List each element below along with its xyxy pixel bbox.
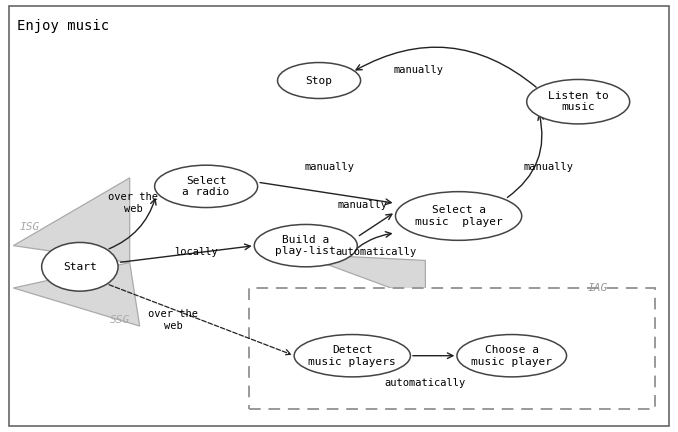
Text: manually: manually	[337, 200, 387, 210]
Text: Start: Start	[63, 262, 97, 272]
Text: Listen to
music: Listen to music	[548, 91, 609, 112]
Polygon shape	[14, 263, 140, 326]
Polygon shape	[14, 178, 129, 263]
Text: Stop: Stop	[306, 76, 333, 86]
Text: Detect
music players: Detect music players	[308, 345, 396, 366]
Text: IAG: IAG	[588, 283, 608, 293]
Text: automatically: automatically	[335, 247, 416, 257]
Text: manually: manually	[523, 162, 574, 172]
Ellipse shape	[294, 334, 410, 377]
Text: Enjoy music: Enjoy music	[17, 19, 109, 33]
Text: locally: locally	[174, 247, 218, 257]
Text: SSG: SSG	[110, 315, 130, 325]
Bar	[250, 288, 655, 409]
Polygon shape	[299, 254, 425, 301]
Text: automatically: automatically	[384, 378, 466, 388]
Ellipse shape	[277, 63, 361, 98]
Ellipse shape	[395, 192, 522, 240]
Text: over the
web: over the web	[148, 309, 198, 330]
Ellipse shape	[41, 242, 118, 291]
Ellipse shape	[254, 225, 357, 267]
Text: Select
a radio: Select a radio	[182, 175, 230, 197]
Text: Select a
music  player: Select a music player	[415, 205, 502, 227]
Ellipse shape	[155, 165, 258, 207]
Text: manually: manually	[304, 162, 354, 172]
Text: manually: manually	[394, 65, 443, 75]
Text: ISG: ISG	[20, 222, 40, 232]
Text: over the
web: over the web	[108, 193, 158, 214]
Ellipse shape	[457, 334, 567, 377]
Text: Build a
play-list: Build a play-list	[275, 235, 336, 257]
Text: Choose a
music player: Choose a music player	[471, 345, 553, 366]
Ellipse shape	[527, 79, 630, 124]
